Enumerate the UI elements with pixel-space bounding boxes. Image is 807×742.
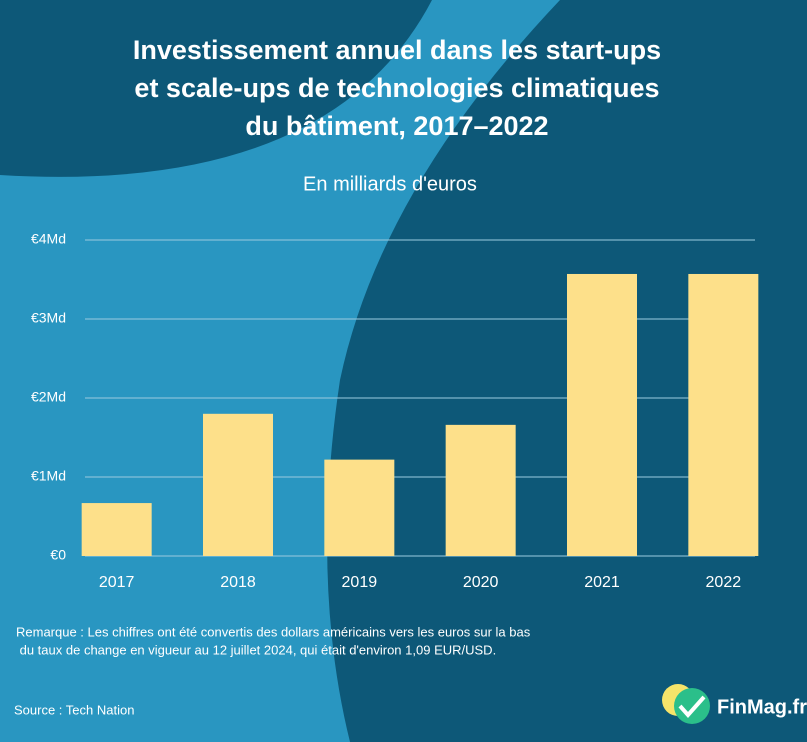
bar (324, 459, 395, 556)
bar (688, 273, 759, 556)
y-tick-label: €1Md (31, 468, 66, 484)
x-tick-label: 2020 (463, 574, 499, 591)
logo-icon (662, 684, 710, 724)
chart-subtitle: En milliards d'euros (303, 173, 477, 195)
x-tick-label: 2017 (99, 574, 135, 591)
bar (567, 273, 637, 556)
chart-title: et scale-ups de technologies climatiques (134, 73, 659, 103)
bar (445, 424, 516, 556)
x-tick-label: 2022 (706, 574, 742, 591)
x-tick-label: 2019 (342, 574, 378, 591)
chart-title: Investissement annuel dans les start-ups (133, 35, 661, 65)
x-tick-label: 2021 (584, 574, 620, 591)
source: Source : Tech Nation (14, 702, 134, 717)
chart-title: du bâtiment, 2017–2022 (245, 111, 548, 141)
y-tick-label: €4Md (31, 231, 66, 247)
y-tick-label: €0 (50, 547, 66, 563)
note: Remarque : Les chiffres ont été converti… (16, 624, 531, 639)
y-tick-label: €3Md (31, 310, 66, 326)
x-tick-label: 2018 (220, 574, 256, 591)
logo-text: FinMag.fr (717, 696, 807, 718)
bar (81, 503, 152, 556)
y-tick-label: €2Md (31, 389, 66, 405)
note: du taux de change en vigueur au 12 juill… (16, 642, 496, 657)
bar (203, 413, 273, 556)
